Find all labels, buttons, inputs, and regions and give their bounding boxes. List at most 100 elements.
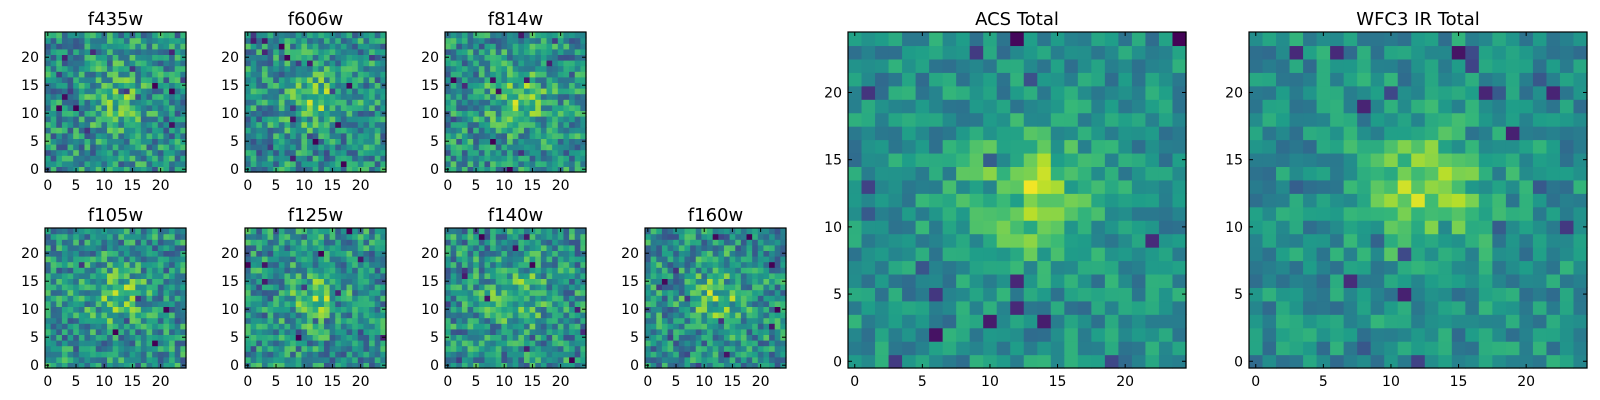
- x-tick-label: 10: [295, 374, 313, 390]
- heatmap-cell: [107, 93, 114, 100]
- heatmap-cell: [323, 239, 331, 246]
- heatmap-cell: [295, 340, 302, 347]
- heatmap-cell: [174, 99, 181, 106]
- heatmap-cell: [290, 312, 297, 319]
- heatmap-cell: [546, 65, 553, 72]
- heatmap-cell: [478, 88, 486, 95]
- heatmap-cell: [256, 328, 263, 335]
- heatmap-cell: [295, 104, 302, 111]
- heatmap-cell: [273, 351, 280, 358]
- heatmap-cell: [774, 345, 781, 352]
- heatmap-cell: [301, 323, 308, 330]
- heatmap-cell: [278, 32, 286, 39]
- heatmap-cell: [157, 99, 165, 106]
- heatmap-cell: [888, 354, 903, 369]
- heatmap-cell: [1050, 166, 1065, 181]
- heatmap-cell: [656, 323, 663, 330]
- heatmap-cell: [507, 272, 514, 279]
- heatmap-cell: [712, 340, 719, 347]
- heatmap-cell: [56, 317, 63, 324]
- heatmap-cell: [529, 340, 536, 347]
- heatmap-cell: [157, 65, 165, 72]
- heatmap-cell: [450, 82, 457, 89]
- heatmap-cell: [1010, 354, 1025, 369]
- heatmap-cell: [684, 239, 691, 246]
- heatmap-cell: [56, 48, 63, 55]
- heatmap-cell: [1145, 314, 1160, 329]
- heatmap-cell: [540, 289, 548, 296]
- heatmap-cell: [323, 43, 331, 50]
- heatmap-cell: [546, 345, 553, 352]
- heatmap-cell: [1104, 220, 1119, 235]
- heatmap-cell: [245, 261, 252, 268]
- heatmap-cell: [335, 289, 342, 296]
- heatmap-cell: [45, 340, 52, 347]
- heatmap-cell: [450, 54, 457, 61]
- heatmap-cell: [563, 278, 570, 285]
- heatmap-cell: [352, 144, 359, 151]
- heatmap-cell: [478, 144, 486, 151]
- heatmap-cell: [123, 54, 131, 61]
- heatmap-cell: [456, 121, 463, 128]
- heatmap-cell: [290, 351, 297, 358]
- heatmap-cell: [557, 99, 565, 106]
- heatmap-cell: [318, 88, 325, 95]
- heatmap-cell: [267, 289, 274, 296]
- heatmap-cell: [250, 121, 257, 128]
- heatmap-cell: [774, 323, 781, 330]
- heatmap-cell: [461, 76, 469, 83]
- heatmap-cell: [445, 155, 452, 162]
- heatmap-cell: [552, 127, 559, 134]
- heatmap-cell: [942, 314, 957, 329]
- heatmap-cell: [478, 323, 486, 330]
- heatmap-cell: [278, 340, 286, 347]
- heatmap-cell: [152, 317, 159, 324]
- heatmap-cell: [540, 261, 548, 268]
- heatmap-cell: [284, 127, 291, 134]
- heatmap-cell: [563, 43, 570, 50]
- heatmap-cell: [101, 149, 108, 156]
- heatmap-cell: [267, 328, 274, 335]
- heatmap-cell: [1158, 193, 1174, 208]
- heatmap-cell: [667, 340, 674, 347]
- heatmap-cell: [312, 132, 319, 139]
- heatmap-cell: [535, 116, 542, 123]
- heatmap-cell: [45, 323, 52, 330]
- heatmap-cell: [650, 256, 657, 263]
- heatmap-cell: [723, 362, 731, 369]
- heatmap-cell: [140, 345, 148, 352]
- heatmap-cell: [329, 284, 336, 291]
- heatmap-cell: [461, 99, 469, 106]
- heatmap-cell: [701, 334, 708, 341]
- heatmap-cell: [323, 306, 331, 313]
- heatmap-cell: [546, 144, 553, 151]
- heatmap-cell: [329, 138, 336, 145]
- heatmap-cell: [501, 239, 508, 246]
- heatmap-cell: [363, 228, 370, 235]
- heatmap-cell: [769, 295, 776, 302]
- x-tick-label: 20: [752, 374, 770, 390]
- heatmap-cell: [769, 340, 776, 347]
- heatmap-cell: [563, 328, 570, 335]
- heatmap-cell: [118, 88, 125, 95]
- heatmap-cell: [535, 43, 542, 50]
- heatmap-cell: [445, 99, 452, 106]
- heatmap-cell: [123, 244, 131, 251]
- heatmap-cell: [1158, 341, 1174, 356]
- heatmap-cell: [374, 116, 381, 123]
- heatmap-cell: [357, 160, 365, 167]
- axes-frame: [644, 227, 787, 369]
- heatmap-cell: [557, 345, 565, 352]
- heatmap-cell: [512, 127, 519, 134]
- heatmap-cell: [129, 37, 136, 44]
- heatmap-cell: [490, 65, 497, 72]
- heatmap-cell: [129, 121, 136, 128]
- heatmap-cell: [323, 65, 331, 72]
- heatmap-cell: [329, 256, 336, 263]
- heatmap-cell: [284, 284, 291, 291]
- heatmap-cell: [123, 334, 131, 341]
- heatmap-cell: [307, 244, 314, 251]
- heatmap-cell: [118, 256, 125, 263]
- heatmap-cell: [563, 228, 570, 235]
- heatmap-cell: [461, 138, 469, 145]
